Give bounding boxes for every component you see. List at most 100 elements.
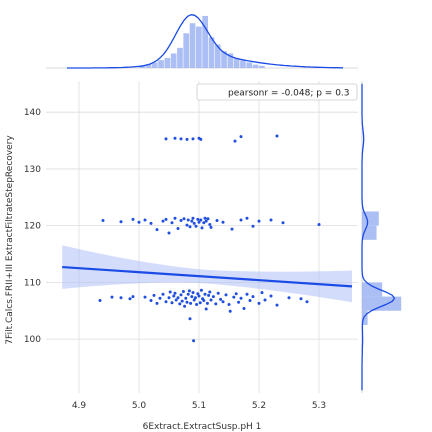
data-point [228,309,232,313]
data-point [207,293,211,297]
data-point [287,296,291,300]
data-point [186,218,190,222]
data-point [219,297,223,301]
data-point [158,296,162,300]
data-point [191,291,195,295]
data-point [143,295,147,299]
right-histogram-bar [362,296,402,311]
legend-text: pearsonr = -0.048; p = 0.3 [228,89,350,99]
data-point [257,219,261,223]
data-point [224,293,228,297]
data-point [199,288,203,292]
data-point [203,292,207,296]
data-point [275,303,279,307]
data-point [305,300,309,304]
top-histogram-bar [252,64,259,68]
top-histogram-bar [196,26,202,69]
data-point [215,219,219,222]
top-histogram-bar [177,47,183,68]
data-point [173,136,177,140]
data-point [239,218,243,222]
data-point [199,137,203,141]
data-point [260,291,264,295]
y-tick-label: 130 [24,165,41,175]
data-point [167,296,171,300]
data-point [155,228,159,232]
x-axis-label: 6Extract.ExtractSusp.pH 1 [143,422,262,432]
top-histogram-bar [202,15,208,69]
data-point [281,221,285,225]
data-point [234,292,238,296]
data-point [317,223,321,226]
data-point [251,295,255,299]
data-point [200,226,204,230]
data-point [184,296,188,300]
data-point [257,301,261,305]
regression-confidence-band [62,245,352,303]
data-point [299,297,303,301]
data-point [170,221,174,225]
top-histogram-bar [183,33,190,68]
data-point [190,295,194,299]
data-point [194,224,198,228]
data-point [198,301,202,305]
y-tick-label: 140 [24,108,41,118]
data-point [179,137,183,141]
data-point [168,290,172,294]
data-point [119,296,123,300]
right-kde-curve [361,83,396,391]
data-point [179,293,183,297]
data-point [216,291,220,295]
data-point [185,137,189,141]
data-point [183,304,187,308]
data-point [214,302,218,306]
data-point [149,299,153,302]
data-point [161,292,165,296]
regression-line [62,265,353,288]
data-point [199,218,203,222]
top-histogram-bar [170,53,177,68]
data-point [170,301,174,305]
data-point [188,225,192,229]
top-histogram-bar [233,57,240,68]
data-point [174,298,178,302]
data-point [173,216,177,220]
data-point [248,299,252,302]
legend-box [196,83,358,101]
data-point [237,300,241,304]
data-point [186,292,190,296]
top-histogram-bar [189,23,196,68]
y-tick-labels: 100 110 120 130 140 [24,108,41,345]
top-histogram-bar [139,65,145,68]
top-histogram-bar [214,44,221,68]
data-point [196,217,200,221]
data-point [209,225,213,229]
data-point [196,292,200,296]
data-point [239,296,243,300]
top-histogram-bar [259,65,265,68]
data-point [155,301,159,305]
data-point [205,301,209,305]
top-histogram-bar [227,53,234,68]
data-point [143,218,147,222]
data-point [195,303,199,306]
data-point [185,300,189,304]
data-point [181,290,185,293]
data-point [204,219,208,223]
data-point [230,227,234,231]
x-tick-label: 5.3 [312,401,326,411]
right-histogram-bar [362,211,379,226]
right-histogram-bar [362,282,383,297]
data-point [179,219,183,222]
data-point [204,307,208,311]
x-tick-label: 5.0 [132,401,147,411]
data-point [192,221,196,225]
x-tick-label: 5.1 [192,401,206,411]
y-tick-label: 100 [24,335,41,345]
data-point [110,295,114,299]
data-point [192,298,196,302]
data-point [197,294,201,298]
data-point [137,220,141,224]
data-point [209,298,213,302]
